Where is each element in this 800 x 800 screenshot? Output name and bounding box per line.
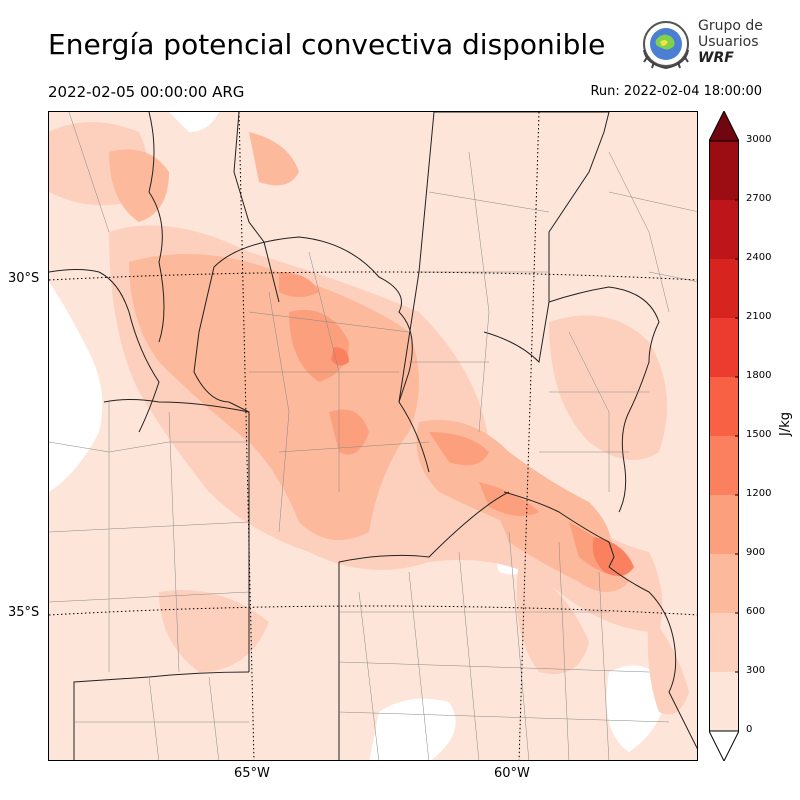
colorbar-tick-label: 2400: [746, 252, 772, 263]
colorbar-band: [709, 318, 739, 377]
lon-label-60w: 60°W: [494, 766, 530, 781]
colorbar-scale: [708, 109, 740, 763]
coastline: [608, 566, 697, 750]
colorbar-band: [709, 259, 739, 318]
graticule: [49, 112, 697, 760]
valid-time: 2022-02-05 00:00:00 ARG: [48, 83, 245, 101]
lat-label-35s: 35°S: [8, 605, 40, 620]
colorbar-tick-label: 2700: [746, 193, 772, 204]
colorbar-band: [709, 672, 739, 731]
colorbar-tick-label: 1200: [746, 488, 772, 499]
lon-label-65w: 65°W: [234, 766, 270, 781]
colorbar-tick-label: 3000: [746, 134, 772, 145]
lat-label-30s: 30°S: [8, 271, 40, 286]
colorbar-tick-label: 2100: [746, 311, 772, 322]
colorbar-extend-max: [708, 109, 740, 142]
logo-line-2: Usuarios: [698, 34, 759, 50]
run-time: Run: 2022-02-04 18:00:00: [590, 84, 762, 99]
cape-map: [49, 112, 697, 760]
wrf-logo: Grupo de Usuarios WRF: [638, 16, 778, 74]
colorbar-band: [709, 495, 739, 554]
map-panel: [48, 111, 698, 761]
colorbar-band: [709, 613, 739, 672]
logo-line-3: WRF: [698, 50, 734, 66]
colorbar: [708, 109, 740, 763]
colorbar-tick-label: 300: [746, 665, 766, 676]
colorbar-unit: J/kg: [778, 412, 793, 436]
colorbar-tick-label: 1800: [746, 370, 772, 381]
colorbar-tick-label: 1500: [746, 429, 772, 440]
colorbar-tick-label: 0: [746, 724, 753, 735]
colorbar-band: [709, 377, 739, 436]
map-title: Energía potencial convectiva disponible: [48, 28, 606, 61]
colorbar-tick-label: 600: [746, 606, 766, 617]
colorbar-tick-label: 900: [746, 547, 766, 558]
colorbar-band: [709, 554, 739, 613]
globe-icon: [643, 21, 689, 70]
colorbar-band: [709, 200, 739, 259]
department-borders: [49, 112, 697, 760]
colorbar-band: [709, 436, 739, 495]
colorbar-band: [709, 141, 739, 200]
colorbar-extend-min: [708, 730, 740, 763]
logo-line-1: Grupo de: [698, 18, 763, 34]
